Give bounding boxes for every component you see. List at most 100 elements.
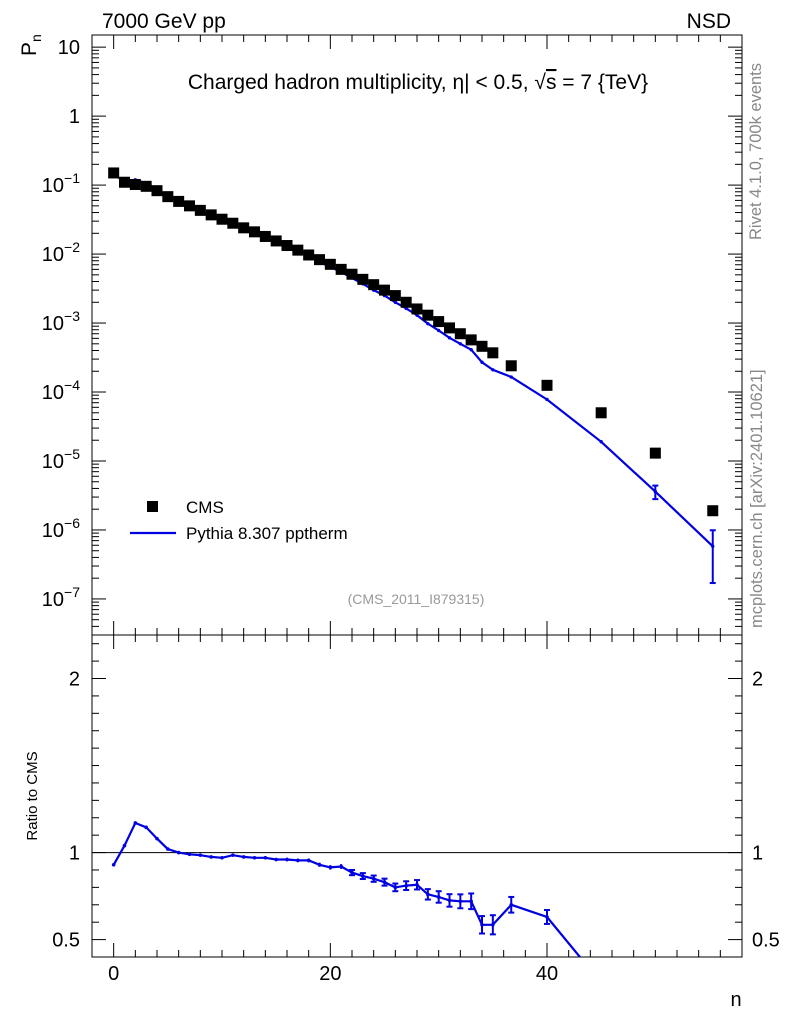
legend-marker-cms [147, 501, 158, 512]
cms-point [129, 178, 141, 190]
y-tick-label: 1 [69, 106, 80, 128]
cms-point [595, 407, 607, 419]
pythia-line [113, 174, 714, 548]
ratio-point [111, 862, 116, 867]
ratio-point [241, 855, 246, 859]
pythia-point [711, 544, 715, 548]
ratio-point [144, 825, 148, 830]
ratio-point [209, 855, 213, 859]
cms-point [487, 347, 499, 359]
ratio-point [252, 855, 257, 860]
cms-point [227, 217, 239, 229]
cms-point [281, 240, 293, 252]
y-axis-label: Pn [18, 34, 44, 56]
ratio-point [382, 880, 387, 884]
cms-point [400, 296, 412, 308]
ratio-point [166, 847, 170, 851]
main-y-tick-labels: 10 1 10−1 10−2 10−3 10−4 10−5 10−6 10−7 [42, 37, 80, 611]
chart-title: Charged hadron multiplicity, η| < 0.5, √… [188, 71, 648, 94]
cms-point [216, 213, 228, 225]
side-label-top: Rivet 4.1.0, 700k events [747, 63, 765, 240]
ratio-point [176, 850, 181, 855]
pythia-point [393, 300, 398, 304]
pythia-point [653, 489, 658, 494]
ratio-point [509, 902, 514, 907]
header-left: 7000 GeV pp [102, 10, 226, 33]
cms-point [707, 505, 719, 517]
ratio-point [155, 836, 159, 841]
ratio-point [585, 964, 589, 968]
cms-point [194, 204, 206, 216]
y-tick-label: 10−6 [42, 515, 80, 542]
reference-label: (CMS_2011_I879315) [348, 591, 485, 607]
ratio-y-tick-label-right: 1 [752, 843, 763, 865]
ratio-point [306, 858, 311, 863]
cms-point [465, 334, 477, 346]
pythia-point [509, 375, 513, 379]
x-axis-label: n [730, 989, 741, 1011]
ratio-point [231, 853, 235, 857]
cms-point [335, 263, 347, 275]
x-tick-label: 0 [108, 963, 119, 985]
cms-point [270, 235, 282, 247]
legend-label-pythia: Pythia 8.307 pptherm [186, 524, 348, 543]
cms-series [108, 167, 719, 517]
ratio-y-tick-label: 0.5 [52, 930, 80, 952]
ratio-series-clipped [111, 821, 589, 968]
cms-point [389, 290, 401, 302]
ratio-point [263, 855, 268, 860]
pythia-point [480, 360, 484, 364]
ratio-point [133, 821, 138, 825]
main-plot: 10 1 10−1 10−2 10−3 10−4 10−5 10−6 10−7 Pn Charg… [18, 34, 743, 636]
ratio-point [339, 864, 343, 869]
pythia-point [469, 348, 473, 352]
ratio-point [469, 899, 473, 904]
main-plot-frame [91, 34, 743, 636]
ratio-point [187, 852, 192, 857]
cms-point [411, 303, 423, 315]
cms-point [205, 209, 217, 221]
cms-point [259, 230, 271, 242]
ratio-point [328, 865, 333, 870]
pythia-point [426, 321, 430, 326]
ratio-point [491, 923, 495, 927]
cms-point [162, 191, 174, 203]
cms-point [346, 268, 358, 280]
ratio-y-axis-label: Ratio to CMS [24, 751, 41, 840]
ratio-y-tick-label-right: 2 [752, 669, 763, 691]
ratio-point [404, 883, 408, 888]
ratio-point [122, 843, 127, 848]
cms-point [433, 316, 445, 328]
cms-point [151, 185, 163, 197]
cms-point [454, 328, 466, 340]
cms-point [108, 167, 120, 179]
side-label-bottom: mcplots.cern.ch [arXiv:2401.10621] [748, 369, 766, 628]
ratio-plot-frame [91, 634, 743, 958]
pythia-point [599, 440, 603, 444]
cms-point [249, 226, 260, 238]
legend: CMS Pythia 8.307 pptherm [130, 498, 348, 543]
ratio-point [458, 899, 463, 904]
main-x-ticks [113, 35, 721, 635]
pythia-point [458, 342, 463, 346]
y-tick-label: 10−7 [42, 584, 80, 611]
ratio-y-ticks [92, 643, 742, 941]
cms-point [357, 273, 369, 285]
y-tick-label: 10−2 [42, 239, 80, 266]
ratio-point [285, 857, 289, 862]
ratio-point [317, 862, 322, 867]
ratio-point [426, 892, 430, 897]
cms-point [541, 379, 553, 391]
y-tick-label: 10−3 [42, 308, 80, 335]
ratio-point [198, 853, 203, 857]
cms-point [324, 258, 336, 270]
y-tick-label: 10−4 [42, 377, 80, 404]
cms-point [184, 200, 195, 212]
pythia-point [447, 336, 452, 340]
pythia-series [111, 173, 716, 585]
ratio-point [350, 870, 354, 875]
main-y-ticks [92, 46, 742, 636]
ratio-plot: 0.5 0.5 1 1 2 2 0 20 40 Ratio to CMS n [24, 634, 780, 1011]
ratio-point [361, 874, 365, 878]
